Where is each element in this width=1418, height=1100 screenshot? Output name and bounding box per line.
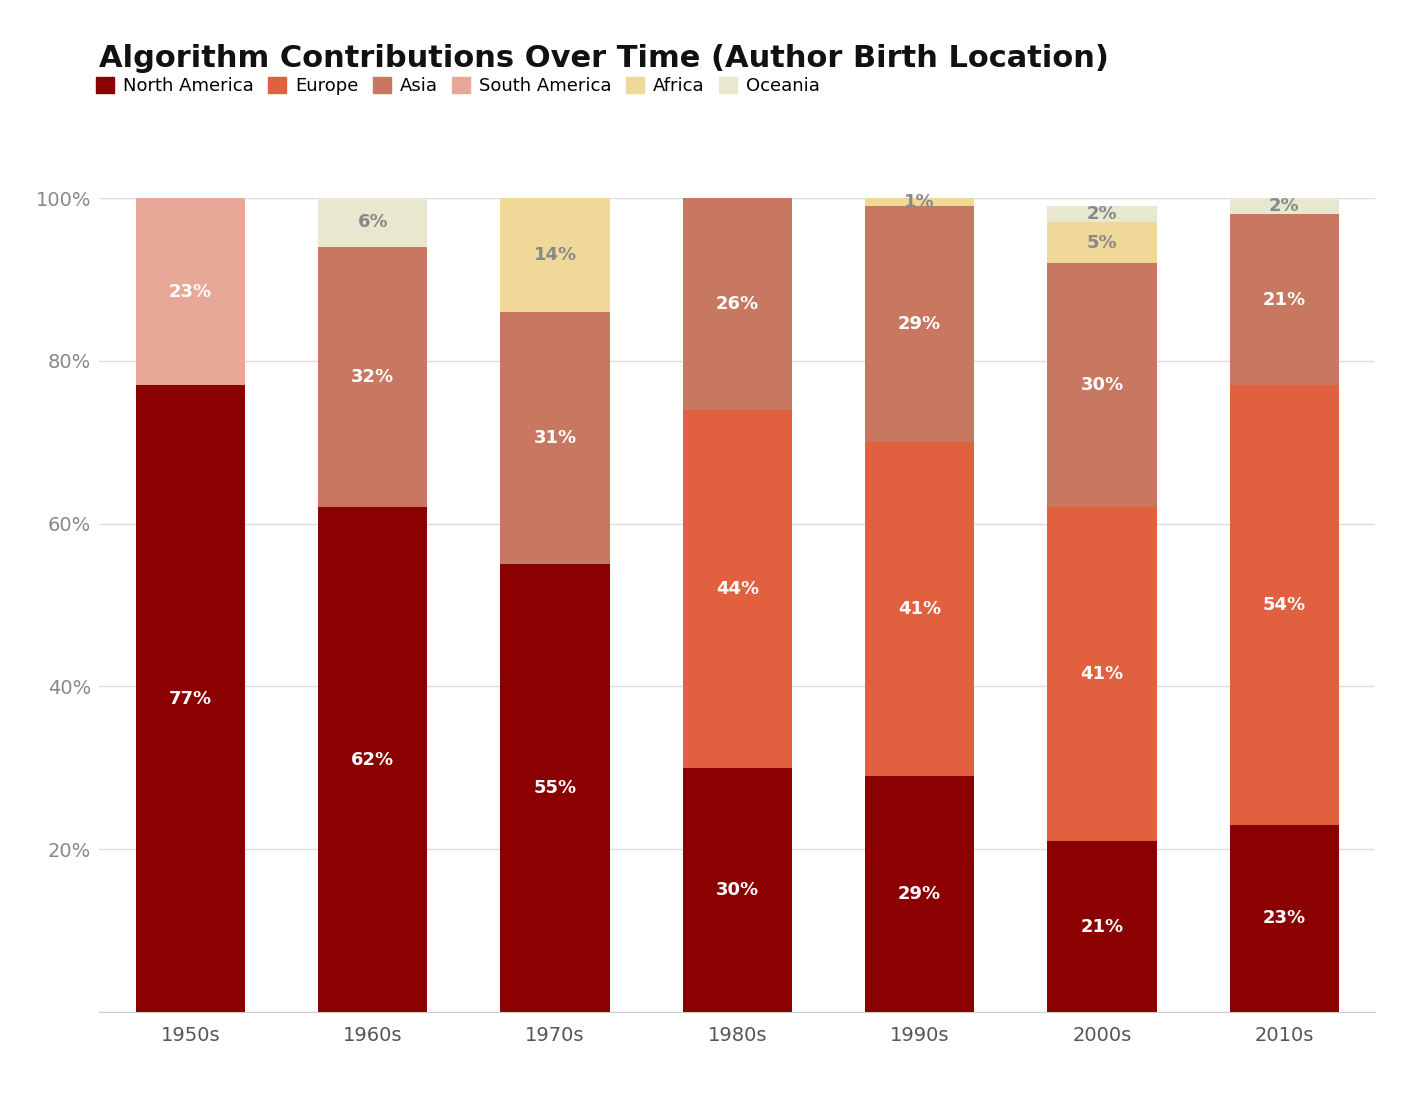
Bar	[682, 768, 793, 1012]
Text: 21%: 21%	[1263, 290, 1306, 309]
Bar	[501, 312, 610, 564]
Bar	[682, 198, 793, 409]
Text: 44%: 44%	[716, 580, 759, 597]
Bar	[318, 246, 427, 507]
Bar	[1048, 222, 1157, 263]
Bar	[1048, 206, 1157, 222]
Bar	[318, 198, 427, 246]
Text: 77%: 77%	[169, 690, 211, 707]
Text: 2%: 2%	[1269, 197, 1300, 216]
Text: 32%: 32%	[352, 368, 394, 386]
Text: 6%: 6%	[357, 213, 389, 231]
Bar	[1048, 263, 1157, 507]
Text: 29%: 29%	[898, 886, 942, 903]
Bar	[1048, 842, 1157, 1012]
Text: 62%: 62%	[352, 750, 394, 769]
Text: 31%: 31%	[533, 429, 577, 447]
Bar	[1229, 385, 1339, 825]
Text: 1%: 1%	[905, 194, 934, 211]
Bar	[136, 385, 245, 1012]
Bar	[865, 206, 974, 442]
Text: 29%: 29%	[898, 316, 942, 333]
Bar	[682, 409, 793, 768]
Bar	[1048, 507, 1157, 842]
Text: 30%: 30%	[1081, 376, 1123, 394]
Text: 41%: 41%	[898, 601, 942, 618]
Text: 55%: 55%	[533, 779, 577, 798]
Bar	[865, 442, 974, 776]
Text: 23%: 23%	[1263, 910, 1306, 927]
Bar	[1229, 198, 1339, 214]
Text: 5%: 5%	[1086, 234, 1117, 252]
Text: 2%: 2%	[1086, 206, 1117, 223]
Text: Algorithm Contributions Over Time (Author Birth Location): Algorithm Contributions Over Time (Autho…	[99, 44, 1109, 73]
Text: 54%: 54%	[1263, 596, 1306, 614]
Bar	[865, 198, 974, 206]
Bar	[1229, 825, 1339, 1012]
Text: 41%: 41%	[1081, 666, 1123, 683]
Bar	[318, 507, 427, 1012]
Legend: North America, Europe, Asia, South America, Africa, Oceania: North America, Europe, Asia, South Ameri…	[95, 77, 821, 95]
Bar	[1229, 214, 1339, 385]
Bar	[865, 776, 974, 1012]
Text: 21%: 21%	[1081, 917, 1123, 935]
Text: 14%: 14%	[533, 246, 577, 264]
Text: 23%: 23%	[169, 283, 211, 300]
Text: 30%: 30%	[716, 881, 759, 899]
Bar	[501, 564, 610, 1012]
Bar	[136, 198, 245, 385]
Bar	[501, 198, 610, 312]
Text: 26%: 26%	[716, 295, 759, 312]
